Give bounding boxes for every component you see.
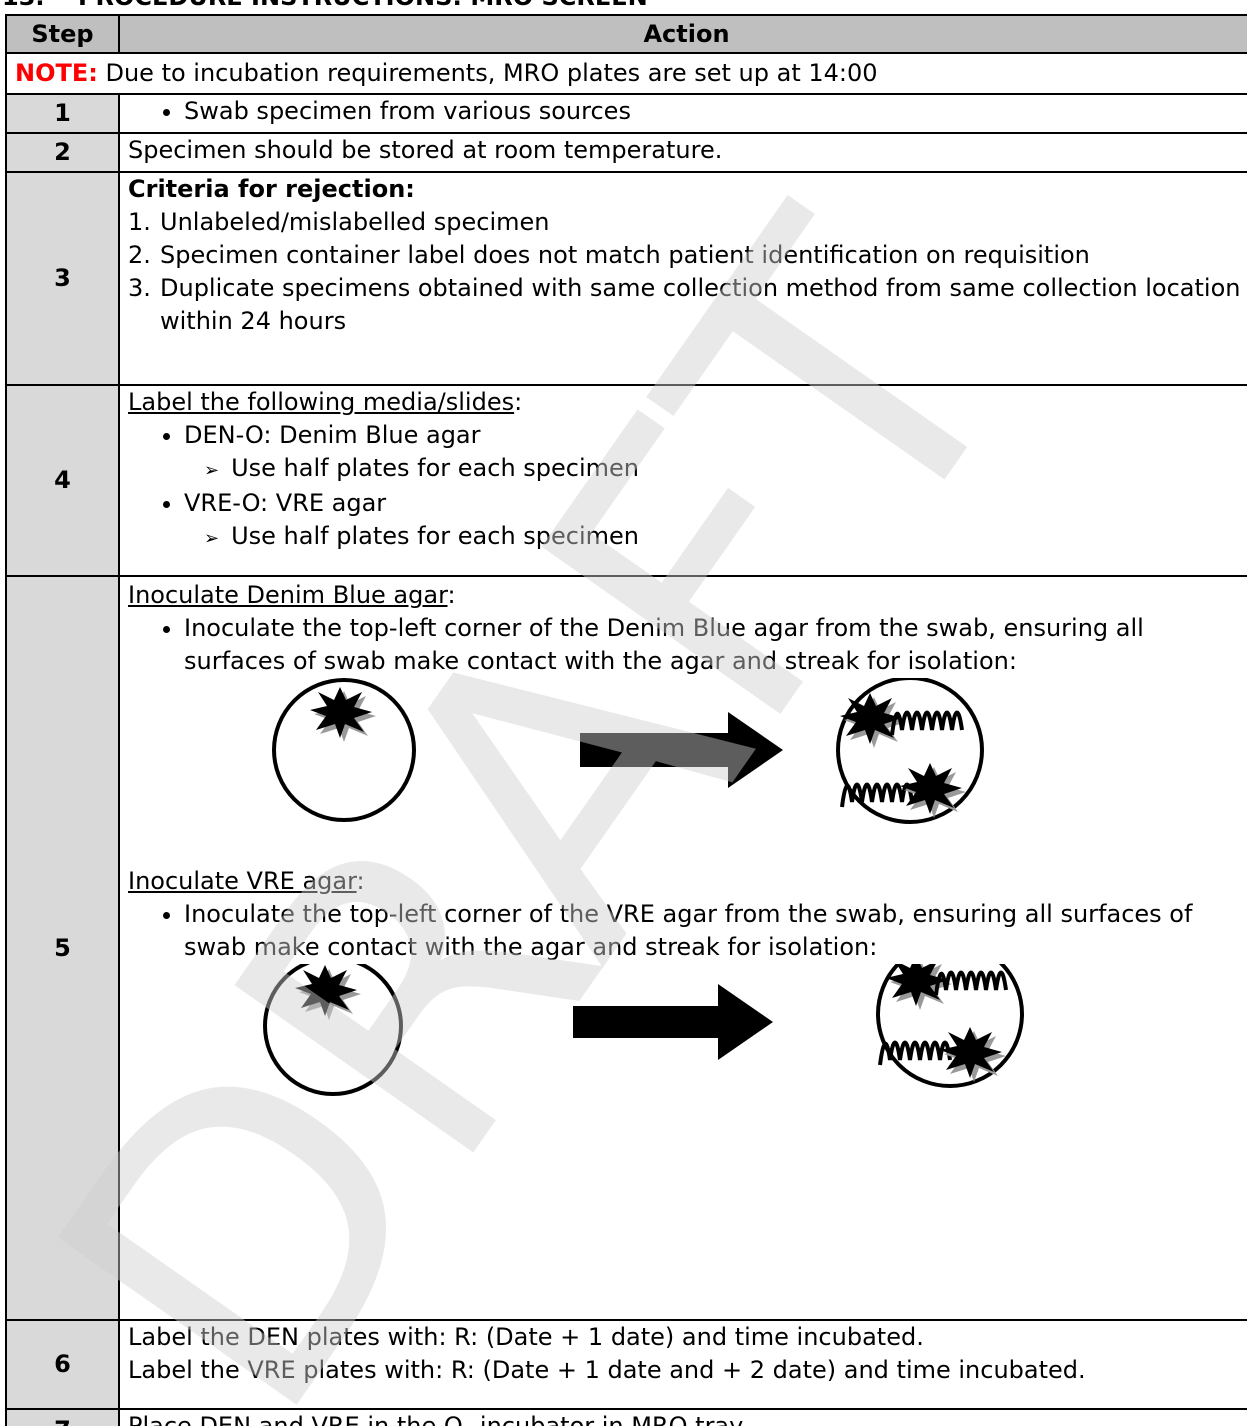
heading-text: Inoculate Denim Blue agar (128, 581, 448, 609)
step-number: 7 (5, 1408, 120, 1426)
item-marker: 2. (128, 241, 151, 269)
row: 1 Swab specimen from various sources (5, 93, 1247, 134)
heading-suffix: : (356, 867, 365, 895)
row: 6 Label the DEN plates with: R: (Date + … (5, 1319, 1247, 1410)
plate (272, 678, 416, 822)
plate-diagram (272, 678, 984, 824)
note-row: NOTE: Due to incubation requirements, MR… (5, 52, 1247, 95)
row: 2 Specimen should be stored at room temp… (5, 132, 1247, 173)
sub-bullet: Use half plates for each specimen (204, 452, 1245, 487)
step-number: 1 (5, 93, 120, 134)
procedure-table: Step Action NOTE: Due to incubation requ… (5, 14, 1247, 1426)
criteria-item: 3. Duplicate specimens obtained with same… (128, 272, 1245, 338)
item-text: Unlabeled/mislabelled specimen (160, 208, 550, 236)
action-cell: Label the following media/slides: DEN-O:… (118, 384, 1247, 577)
step-number: 4 (5, 384, 120, 577)
section-heading: Inoculate VRE agar: (128, 865, 1245, 898)
criteria-heading: Criteria for rejection: (128, 175, 415, 203)
heading-text: Inoculate VRE agar (128, 867, 357, 895)
action-text: Specimen should be stored at room temper… (118, 132, 1247, 173)
bullet: Inoculate the top-left corner of the VRE… (184, 898, 1245, 964)
sub-bullet: Use half plates for each specimen (204, 520, 1245, 555)
intro-text: Label the following media/slides (128, 388, 515, 416)
step-number: 2 (5, 132, 120, 173)
column-header: Action (118, 14, 1247, 54)
step-number: 5 (5, 575, 120, 1321)
action-text: Place DEN and VRE in the O (128, 1412, 463, 1426)
bullet: VRE-O: VRE agar Use half plates for each… (184, 487, 1245, 555)
row: 4 Label the following media/slides: DEN-… (5, 384, 1247, 577)
bullet: Inoculate the top-left corner of the Den… (184, 612, 1245, 678)
action-line: Label the DEN plates with: R: (Date + 1 … (128, 1323, 924, 1351)
arrow (573, 984, 773, 1060)
step-number: 3 (5, 171, 120, 386)
action-cell: Label the DEN plates with: R: (Date + 1 … (118, 1319, 1247, 1410)
step-number: 6 (5, 1319, 120, 1410)
plate (263, 964, 403, 1096)
plate-diagram (263, 964, 1024, 1096)
item-marker: 1. (128, 208, 151, 236)
arrow (580, 712, 783, 788)
intro-suffix: : (514, 388, 523, 416)
criteria-item: 1. Unlabeled/mislabelled specimen (128, 206, 1245, 239)
plate (836, 678, 984, 824)
section-heading: Inoculate Denim Blue agar: (128, 579, 1245, 612)
heading-suffix: : (447, 581, 456, 609)
action-cell: Place DEN and VRE in the O2 incubator in… (118, 1408, 1247, 1426)
item-text: Duplicate specimens obtained with same c… (160, 274, 1241, 335)
action-text: incubator in MRO tray. (472, 1412, 748, 1426)
section-title: 13. PROCEDURE INSTRUCTIONS: MRO SCREEN (2, 0, 648, 11)
action-cell: Swab specimen from various sources (118, 93, 1247, 134)
action-line: Label the VRE plates with: R: (Date + 1 … (128, 1356, 1086, 1384)
row: 7 Place DEN and VRE in the O2 incubator … (5, 1408, 1247, 1426)
item-marker: 3. (128, 274, 151, 302)
row: 3 Criteria for rejection: 1. Unlabeled/mi… (5, 171, 1247, 386)
item-text: Specimen container label does not match … (160, 241, 1090, 269)
bullet: DEN-O: Denim Blue agar Use half plates f… (184, 419, 1245, 487)
bullet-text: DEN-O: Denim Blue agar (184, 421, 481, 449)
action-cell: Criteria for rejection: 1. Unlabeled/misl… (118, 171, 1247, 386)
bullet-text: VRE-O: VRE agar (184, 489, 387, 517)
row: 5 Inoculate Denim Blue agar: Inoculate t… (5, 575, 1247, 1321)
intro: Label the following media/slides: (128, 386, 1245, 419)
bullet: Swab specimen from various sources (184, 95, 1245, 128)
note-label: NOTE: (15, 59, 98, 87)
header-row: Step Action (5, 14, 1247, 54)
criteria-item: 2. Specimen container label does not matc… (128, 239, 1245, 272)
note-text: Due to incubation requirements, MRO plat… (97, 59, 878, 87)
note-cell: NOTE: Due to incubation requirements, MR… (5, 52, 1247, 95)
column-header: Step (5, 14, 120, 54)
action-cell: Inoculate Denim Blue agar: Inoculate the… (118, 575, 1247, 1321)
plate (876, 964, 1024, 1088)
